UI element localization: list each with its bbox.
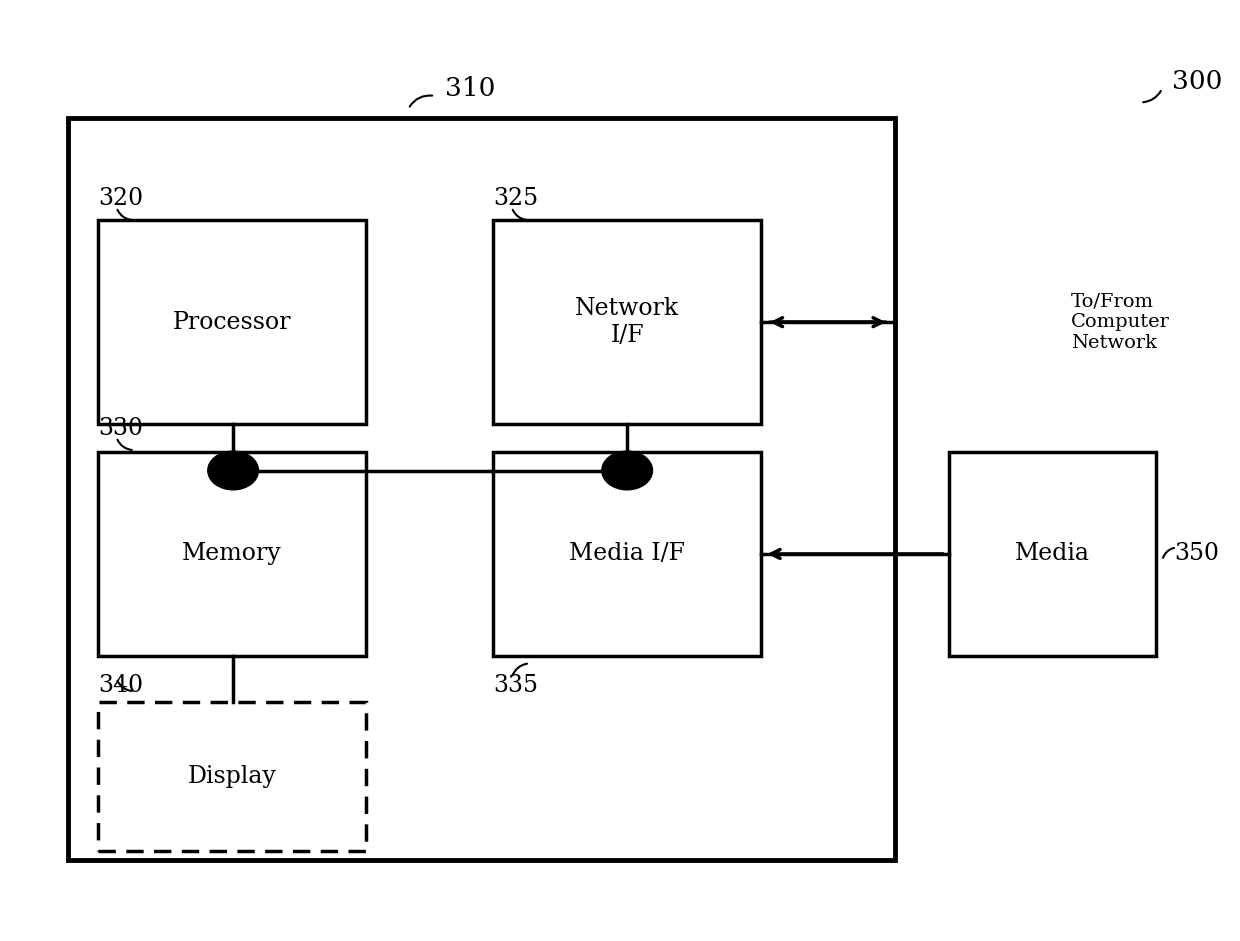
Bar bbox=[98, 220, 366, 424]
Bar bbox=[950, 452, 1156, 656]
Text: 330: 330 bbox=[98, 417, 143, 440]
Text: Memory: Memory bbox=[182, 542, 281, 566]
Text: 325: 325 bbox=[494, 187, 538, 211]
Text: 350: 350 bbox=[1174, 542, 1219, 566]
Text: 310: 310 bbox=[445, 76, 495, 101]
Circle shape bbox=[601, 451, 652, 490]
Bar bbox=[68, 119, 895, 860]
Circle shape bbox=[208, 451, 258, 490]
Bar bbox=[494, 220, 761, 424]
Text: Processor: Processor bbox=[172, 311, 291, 334]
Text: Network
I/F: Network I/F bbox=[575, 297, 680, 347]
Text: Media: Media bbox=[1016, 542, 1090, 566]
Text: 335: 335 bbox=[494, 674, 538, 697]
Text: Display: Display bbox=[187, 765, 277, 788]
Bar bbox=[494, 452, 761, 656]
Text: 340: 340 bbox=[98, 674, 144, 697]
Bar bbox=[98, 452, 366, 656]
Text: To/From
Computer
Network: To/From Computer Network bbox=[1071, 293, 1169, 352]
Bar bbox=[98, 702, 366, 851]
Text: 320: 320 bbox=[98, 187, 144, 211]
Text: Media I/F: Media I/F bbox=[569, 542, 686, 566]
Text: 300: 300 bbox=[1172, 69, 1223, 93]
